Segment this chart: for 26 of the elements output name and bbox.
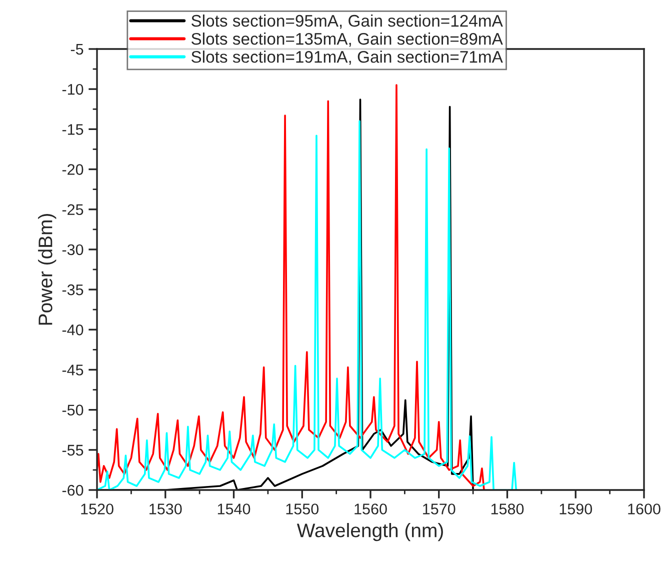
x-axis-title: Wavelength (nm) (296, 522, 443, 542)
y-tick-label: -10 (62, 84, 84, 95)
y-tick-label: -50 (62, 404, 84, 416)
x-tick-label: 1570 (423, 504, 456, 514)
y-tick-label: -60 (62, 484, 84, 496)
y-tick-label: -40 (62, 324, 84, 336)
y-tick-label: -5 (70, 44, 84, 55)
x-tick-label: 1530 (150, 504, 182, 514)
y-axis-title: Power (dBm) (38, 214, 56, 325)
y-tick-label: -30 (62, 244, 84, 256)
legend-label: Slots section=135mA, Gain section=89mA (191, 32, 503, 47)
x-tick-label: 1600 (628, 504, 660, 514)
x-tick-label: 1560 (354, 504, 387, 514)
y-tick-label: -25 (62, 204, 84, 216)
y-tick-label: -55 (62, 444, 84, 456)
y-tick-label: -45 (62, 364, 84, 376)
x-tick-label: 1520 (81, 504, 114, 514)
x-tick-label: 1550 (286, 504, 319, 514)
y-tick-label: -20 (62, 164, 84, 175)
legend-label: Slots section=95mA, Gain section=124mA (191, 14, 503, 29)
x-tick-label: 1580 (491, 504, 524, 514)
y-tick-label: -15 (62, 124, 84, 135)
y-tick-label: -35 (62, 284, 84, 296)
x-tick-label: 1540 (218, 504, 250, 514)
legend-label: Slots section=191mA, Gain section=71mA (191, 50, 503, 65)
x-tick-label: 1590 (560, 504, 592, 514)
